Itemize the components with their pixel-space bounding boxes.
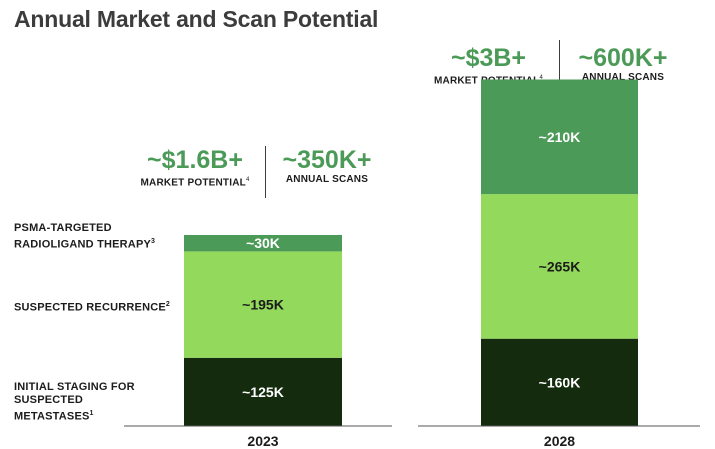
bar-label-2023-1: ~195K	[242, 297, 284, 313]
callout-divider-2028	[559, 40, 560, 96]
market-potential-value-2023: ~$1.6B+	[147, 146, 243, 174]
bar-label-2023-0: ~125K	[242, 384, 284, 400]
annual-scans-label-2023: ANNUAL SCANS	[285, 174, 369, 185]
bar-label-2023-2: ~30K	[246, 235, 280, 251]
bar-segment-2023-2	[184, 235, 342, 252]
market-potential-label-2023: MARKET POTENTIAL4	[140, 177, 250, 189]
x-tick-label-2023: 2023	[247, 433, 278, 449]
bar-segment-2023-0	[184, 357, 342, 426]
page-title: Annual Market and Scan Potential	[14, 6, 379, 32]
bar-segment-2028-1	[481, 194, 638, 339]
bar-label-2028-0: ~160K	[539, 374, 581, 390]
category-label-recurrence: SUSPECTED RECURRENCE2	[14, 301, 171, 314]
bar-label-2028-2: ~210K	[539, 129, 581, 145]
callout-2023: ~$1.6B+ MARKET POTENTIAL4 ~350K+ ANNUAL …	[130, 146, 390, 202]
bar-segment-2028-2	[481, 79, 638, 195]
callout-divider-2023	[265, 146, 266, 198]
annual-scans-value-2023: ~350K+	[282, 146, 372, 174]
bar-segment-2028-0	[481, 338, 638, 426]
annual-scans-label-2028: ANNUAL SCANS	[581, 72, 665, 83]
x-tick-label-2028: 2028	[544, 433, 575, 449]
annual-scans-value-2028: ~600K+	[578, 44, 668, 72]
category-label-initial-staging: INITIAL STAGING FOR SUSPECTED METASTASES…	[14, 381, 135, 423]
bar-segment-2023-1	[184, 251, 342, 358]
category-label-radioligand: PSMA-TARGETED RADIOLIGAND THERAPY3	[14, 222, 156, 251]
market-potential-value-2028: ~$3B+	[450, 44, 527, 72]
bar-label-2028-1: ~265K	[539, 258, 581, 274]
